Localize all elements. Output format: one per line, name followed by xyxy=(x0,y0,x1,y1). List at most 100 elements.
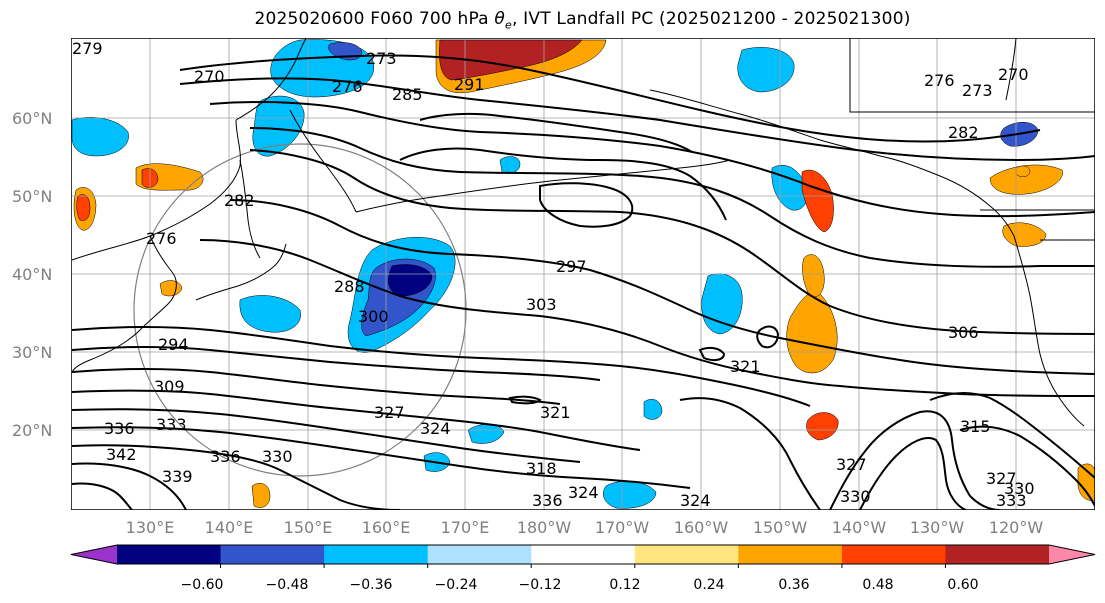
lon-label-170w: 170°W xyxy=(595,518,650,537)
lat-label-20n: 20°N xyxy=(12,421,52,440)
lat-label-50n: 50°N xyxy=(12,187,52,206)
contour-label: 273 xyxy=(962,81,993,100)
lon-label-140e: 140°E xyxy=(205,518,254,537)
contour-label: 282 xyxy=(224,191,255,210)
shade-orange-southwest xyxy=(251,483,271,508)
shade-blue-small-1 xyxy=(499,156,521,174)
shade-orange-small-2 xyxy=(1015,165,1031,177)
lat-label-40n: 40°N xyxy=(12,265,52,284)
contour-label: 285 xyxy=(392,85,423,104)
contour-label: 324 xyxy=(680,491,711,510)
title-suffix: , IVT Landfall PC (2025021200 - 20250213… xyxy=(511,9,911,29)
map-panel: 270 273 276 279 285 291 288 282 276 273 … xyxy=(71,38,1095,510)
shade-red-northsea xyxy=(439,39,583,81)
colorbar-swatch xyxy=(531,545,636,564)
contour-label: 294 xyxy=(158,335,189,354)
lon-label-160e: 160°E xyxy=(362,518,411,537)
contour-label: 270 xyxy=(998,65,1029,84)
colorbar-labels: −0.60 −0.48 −0.36 −0.24 −0.12 0.12 0.24 … xyxy=(181,577,979,593)
colorbar-tick-label: 0.36 xyxy=(778,577,809,593)
colorbar-swatch xyxy=(220,545,325,564)
title-prefix: 2025020600 F060 700 hPa xyxy=(254,9,495,29)
contour-label: 291 xyxy=(454,75,485,94)
contour-labels: 270 273 276 279 285 291 288 282 276 273 … xyxy=(72,39,1035,510)
contour-label: 324 xyxy=(420,419,451,438)
contour-label: 330 xyxy=(262,447,293,466)
lon-label-150w: 150°W xyxy=(753,518,808,537)
figure-title: 2025020600 F060 700 hPa θe, IVT Landfall… xyxy=(0,9,1105,31)
contour-label: 279 xyxy=(72,39,103,58)
contour-label: 303 xyxy=(526,295,557,314)
latitude-labels: 60°N 50°N 40°N 30°N 20°N xyxy=(12,109,52,440)
colorbar-tick-label: −0.12 xyxy=(519,577,562,593)
colorbar-swatch xyxy=(117,545,222,564)
shade-blue-okhotsk xyxy=(252,95,305,157)
colorbar-swatch xyxy=(427,545,532,564)
contour-label: 297 xyxy=(556,257,587,276)
lon-label-150e: 150°E xyxy=(284,518,333,537)
contour-label: 306 xyxy=(948,323,979,342)
colorbar-tick-label: 0.60 xyxy=(947,577,978,593)
theta-subscript: e xyxy=(504,18,512,32)
contour-label: 327 xyxy=(374,403,405,422)
contour-label: 270 xyxy=(194,67,225,86)
contour-label: 315 xyxy=(960,417,991,436)
contour-label: 324 xyxy=(568,483,599,502)
colorbar-tick-label: −0.60 xyxy=(181,577,224,593)
region-circle xyxy=(133,143,467,477)
contour-label: 282 xyxy=(948,123,979,142)
shade-red-hawaii xyxy=(806,412,839,441)
contour-label: 333 xyxy=(156,415,187,434)
theta-e-contours xyxy=(71,54,1095,510)
contour-label: 276 xyxy=(924,71,955,90)
lon-label-170e: 170°E xyxy=(441,518,490,537)
contour-label: 327 xyxy=(836,455,867,474)
colorbar xyxy=(70,544,1096,568)
lon-label-140w: 140°W xyxy=(832,518,887,537)
lon-label-130e: 130°E xyxy=(126,518,175,537)
shade-orange-plume-north xyxy=(802,254,825,298)
colorbar-tick-label: −0.24 xyxy=(435,577,478,593)
contour-label: 309 xyxy=(154,377,185,396)
contour-label: 321 xyxy=(540,403,571,422)
colorbar-swatch xyxy=(71,545,117,564)
coastlines xyxy=(71,38,1095,427)
contour-label: 330 xyxy=(840,487,871,506)
contour-label: 327 xyxy=(986,469,1017,488)
contour-label: 339 xyxy=(162,467,193,486)
colorbar-tick-label: −0.36 xyxy=(350,577,393,593)
lat-label-60n: 60°N xyxy=(12,109,52,128)
colorbar-tick-label: 0.12 xyxy=(609,577,640,593)
contour-label: 288 xyxy=(334,277,365,296)
colorbar-tick-label: 0.24 xyxy=(693,577,724,593)
colorbar-swatch xyxy=(945,545,1050,564)
colorbar-swatch xyxy=(1049,545,1095,564)
contour-label: 273 xyxy=(366,49,397,68)
shade-blue-japan xyxy=(239,295,301,333)
theta-symbol: θ xyxy=(494,9,505,29)
contour-label: 342 xyxy=(106,445,137,464)
graticule xyxy=(71,38,1095,510)
colorbar-swatch xyxy=(738,545,843,564)
colorbar-swatch xyxy=(841,545,946,564)
shade-red-west xyxy=(76,194,91,221)
shade-blue-small-4 xyxy=(643,399,663,420)
shade-orange-us xyxy=(1002,222,1047,247)
colorbar-swatch xyxy=(634,545,739,564)
colorbar-swatch xyxy=(324,545,429,564)
contour-label: 318 xyxy=(526,459,557,478)
contour-label: 336 xyxy=(104,419,135,438)
shade-blue-small-3 xyxy=(467,424,505,444)
lon-label-120w: 120°W xyxy=(989,518,1044,537)
lon-label-160w: 160°W xyxy=(674,518,729,537)
contour-label: 336 xyxy=(210,447,241,466)
longitude-labels: 130°E 140°E 150°E 160°E 170°E 180°W 170°… xyxy=(126,518,1044,537)
colorbar-outline xyxy=(70,544,1096,565)
colorbar-tick-label: 0.48 xyxy=(862,577,893,593)
lat-label-30n: 30°N xyxy=(12,343,52,362)
contour-label: 276 xyxy=(332,77,363,96)
colorbar-tick-label: −0.48 xyxy=(266,577,309,593)
shade-deepnavy-central xyxy=(388,264,433,297)
contour-label: 276 xyxy=(146,229,177,248)
